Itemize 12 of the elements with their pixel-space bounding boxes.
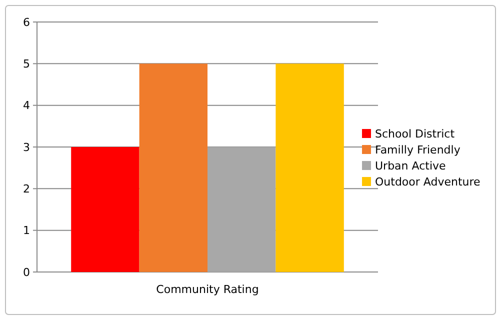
y-tick-label: 2 xyxy=(23,182,30,196)
y-tick-label: 5 xyxy=(23,58,30,71)
y-tick-label: 6 xyxy=(23,16,30,29)
legend-label: School District xyxy=(375,127,456,140)
y-tick-label: 1 xyxy=(23,224,30,238)
legend-label: Urban Active xyxy=(375,159,446,172)
y-tick-label: 4 xyxy=(23,99,30,112)
y-tick-label: 3 xyxy=(23,140,30,154)
legend-label: Familly Friendly xyxy=(375,143,461,156)
x-tick-label: Community Rating xyxy=(156,283,259,296)
y-tick-label: 0 xyxy=(23,266,30,279)
legend-label: Outdoor Adventure xyxy=(375,175,481,188)
